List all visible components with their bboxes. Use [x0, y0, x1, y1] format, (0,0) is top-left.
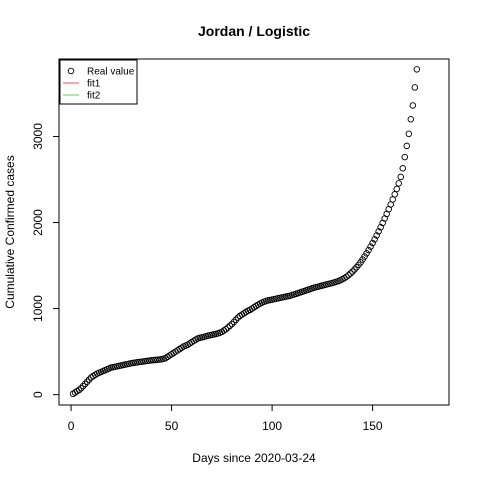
- x-axis: 0 50 100 150: [68, 404, 383, 433]
- legend-entry: fit2: [63, 91, 101, 102]
- data-point: [371, 236, 378, 243]
- legend-label: Real value: [87, 67, 135, 78]
- data-point: [405, 130, 413, 138]
- y-tick-label: 2000: [31, 209, 45, 236]
- data-point: [399, 165, 407, 172]
- data-point: [393, 185, 400, 193]
- x-tick-label: 100: [262, 419, 282, 433]
- legend-box: [59, 59, 138, 105]
- data-point: [351, 266, 358, 273]
- data-point: [349, 268, 356, 275]
- legend-circle-icon: [67, 67, 75, 75]
- y-axis-label: Cumulative Confirmed cases: [3, 155, 17, 308]
- data-point: [83, 378, 91, 386]
- data-point: [75, 386, 83, 394]
- y-tick-label: 3000: [31, 123, 45, 150]
- data-point: [413, 66, 421, 73]
- data-point: [363, 250, 370, 257]
- legend-entry: Real value: [67, 67, 135, 78]
- data-points: [69, 66, 421, 398]
- data-point: [148, 356, 155, 364]
- data-point: [77, 384, 85, 392]
- legend-label: fit2: [87, 91, 101, 102]
- data-point: [395, 180, 402, 187]
- data-point: [154, 356, 161, 363]
- data-point: [226, 322, 234, 330]
- legend-entry: fit1: [63, 79, 101, 90]
- data-point: [403, 142, 411, 150]
- data-point: [222, 326, 230, 333]
- data-point: [234, 314, 242, 321]
- x-tick-label: 150: [363, 419, 383, 433]
- data-point: [407, 115, 415, 123]
- data-point: [361, 253, 368, 260]
- data-point: [397, 173, 405, 181]
- data-point: [230, 318, 238, 326]
- legend-label: fit1: [87, 79, 101, 90]
- data-point: [79, 382, 87, 390]
- data-point: [365, 246, 372, 254]
- data-point: [411, 84, 419, 91]
- data-point: [152, 356, 159, 364]
- data-point: [409, 102, 417, 109]
- data-point: [367, 243, 374, 250]
- data-point: [228, 320, 236, 328]
- data-point: [369, 239, 376, 247]
- y-tick-label: 1000: [31, 295, 45, 322]
- data-point: [375, 228, 382, 235]
- data-point: [150, 356, 157, 364]
- data-point: [347, 270, 354, 277]
- x-tick-label: 50: [165, 419, 179, 433]
- data-point: [373, 232, 380, 239]
- data-point: [232, 316, 240, 324]
- y-axis: 0 1000 2000 3000: [31, 123, 60, 398]
- data-point: [224, 324, 232, 331]
- x-tick-label: 0: [68, 419, 75, 433]
- data-point: [85, 376, 93, 383]
- y-tick-label: 0: [31, 391, 45, 398]
- data-point: [343, 273, 350, 281]
- chart-title: Jordan / Logistic: [198, 23, 310, 39]
- data-point: [345, 271, 352, 279]
- data-point: [401, 153, 409, 161]
- x-axis-label: Days since 2020-03-24: [192, 451, 316, 465]
- data-point: [81, 380, 89, 388]
